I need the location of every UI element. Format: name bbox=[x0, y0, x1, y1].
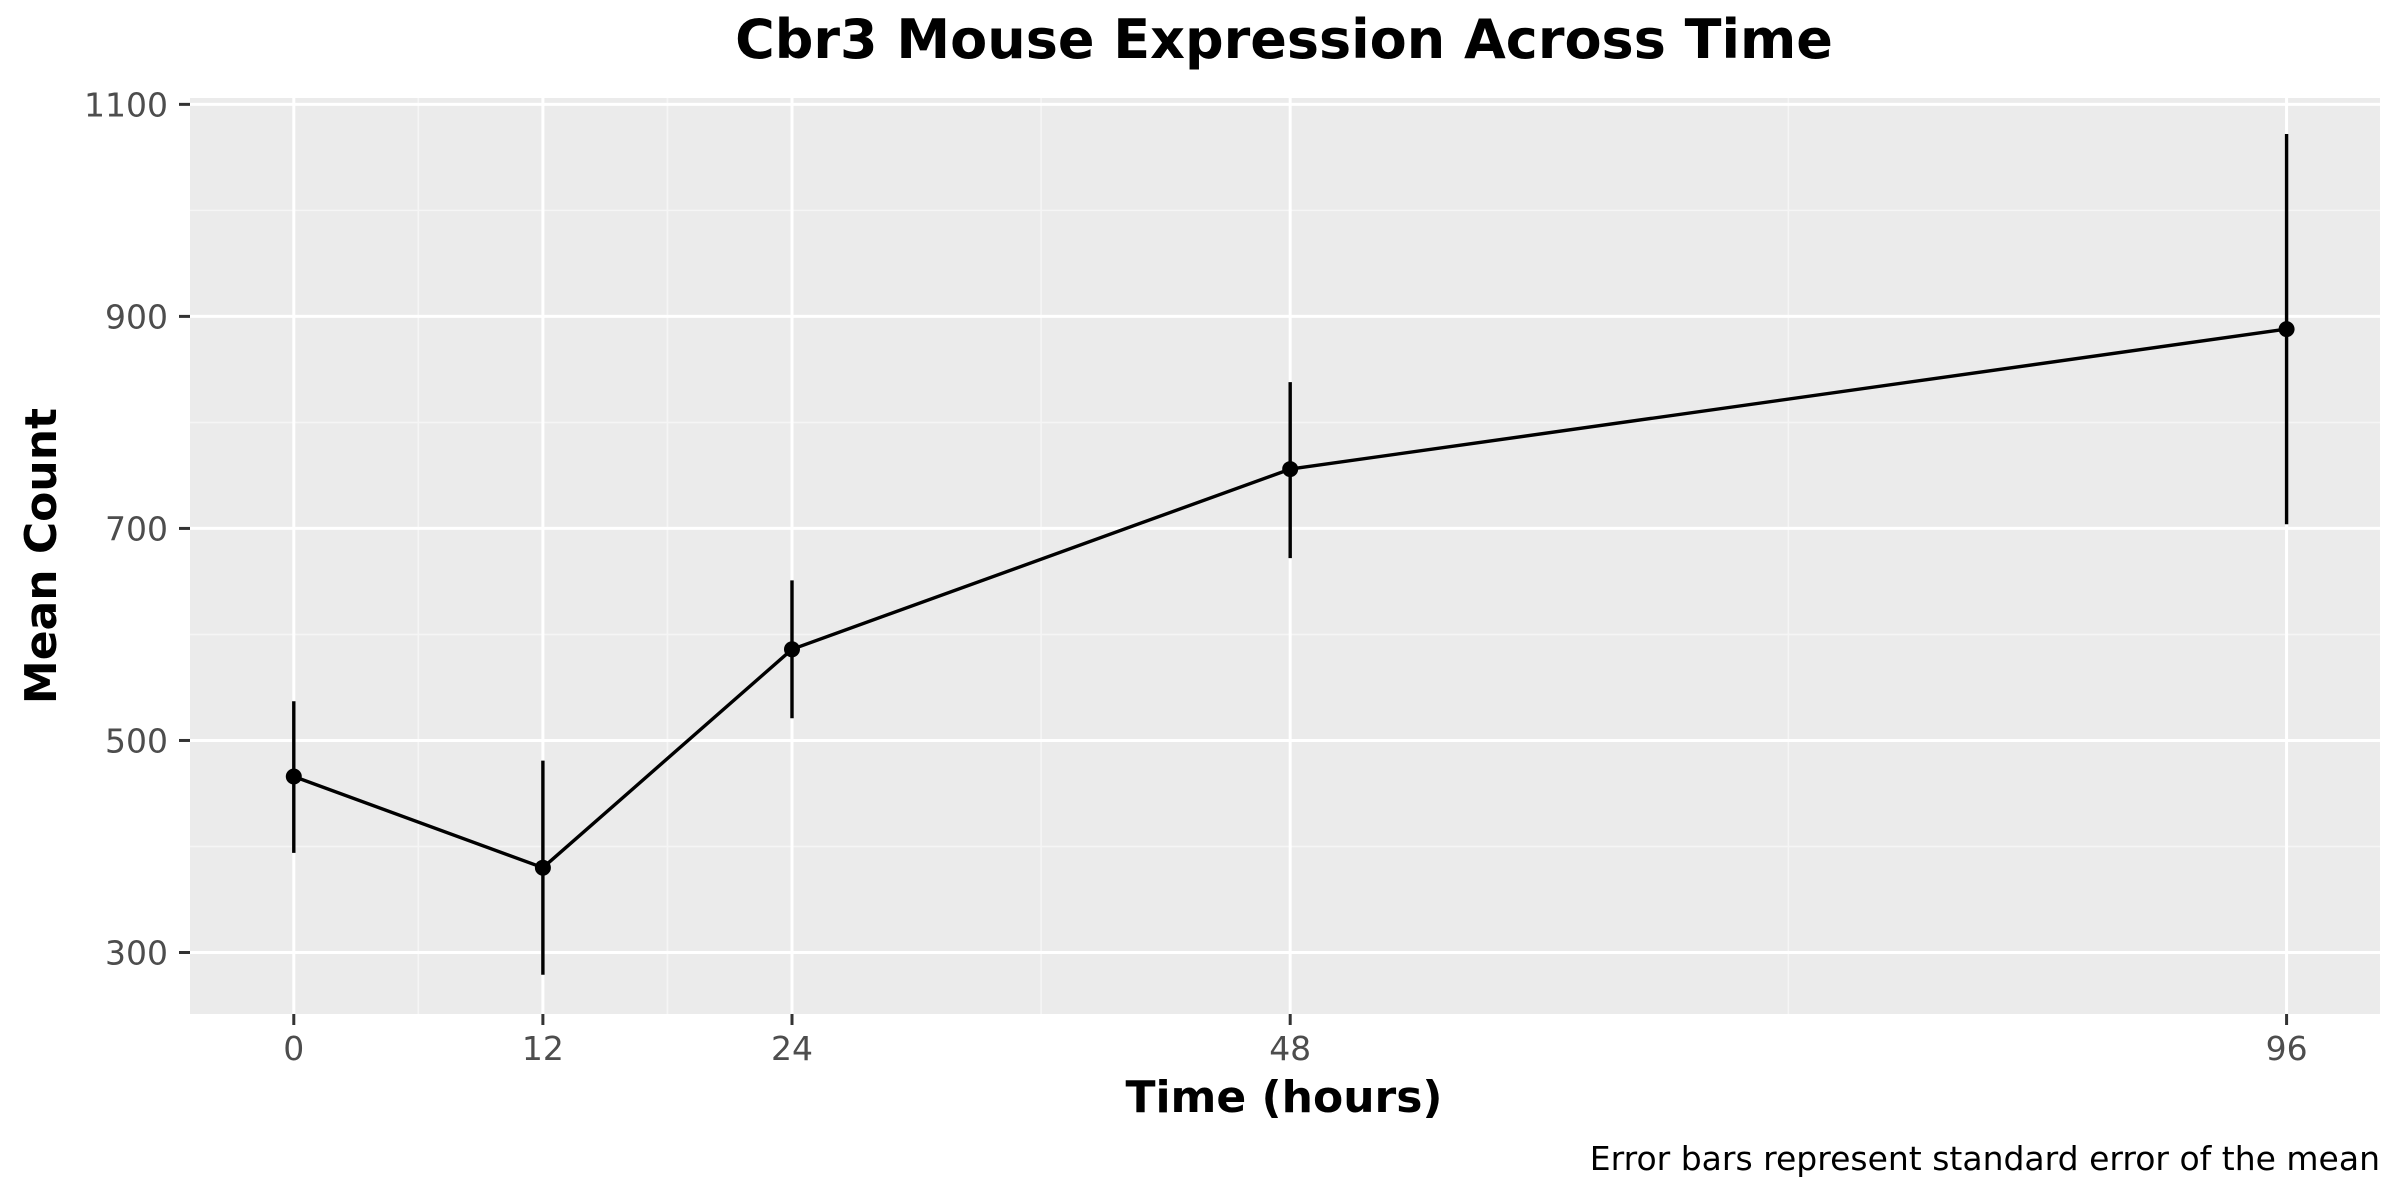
data-point bbox=[285, 768, 302, 785]
y-axis: 300 500 700 900 1100 bbox=[84, 85, 190, 973]
x-axis-title: Time (hours) bbox=[1125, 1072, 1442, 1123]
chart-title: Cbr3 Mouse Expression Across Time bbox=[735, 8, 1833, 71]
data-point bbox=[1282, 461, 1299, 478]
data-points bbox=[285, 321, 2295, 876]
minor-gridlines bbox=[190, 98, 2380, 1014]
data-point bbox=[2278, 321, 2295, 338]
chart-caption: Error bars represent standard error of t… bbox=[1590, 1139, 2380, 1178]
plot-panel bbox=[190, 98, 2380, 1014]
x-tick-label: 0 bbox=[283, 1029, 304, 1068]
y-tick-label: 500 bbox=[105, 721, 168, 760]
x-tick-label: 12 bbox=[522, 1029, 564, 1068]
x-tick-label: 24 bbox=[771, 1029, 813, 1068]
y-tick-label: 300 bbox=[105, 934, 168, 973]
y-tick-label: 1100 bbox=[84, 85, 168, 124]
data-point bbox=[534, 859, 551, 876]
major-gridlines bbox=[190, 98, 2380, 1014]
y-axis-title: Mean Count bbox=[16, 408, 67, 704]
x-axis: 0 12 24 48 96 bbox=[283, 1014, 2308, 1068]
x-tick-label: 96 bbox=[2266, 1029, 2308, 1068]
x-tick-label: 48 bbox=[1269, 1029, 1311, 1068]
y-tick-label: 900 bbox=[105, 297, 168, 336]
data-point bbox=[783, 641, 800, 658]
y-tick-label: 700 bbox=[105, 509, 168, 548]
